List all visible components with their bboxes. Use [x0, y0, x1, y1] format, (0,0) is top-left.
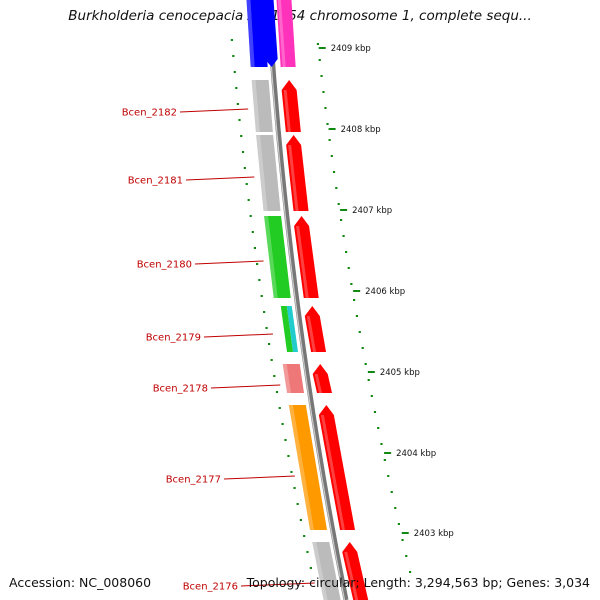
gene-Bcen_2182	[251, 80, 301, 132]
cog-block	[286, 306, 299, 352]
strand-arrow	[281, 80, 301, 132]
gene-Bcen_2179	[280, 306, 327, 352]
strand-arrow	[304, 306, 327, 352]
kbp-label: 2405 kbp	[380, 368, 420, 378]
backbone-highlight	[267, 26, 346, 600]
strand-shade	[320, 415, 346, 530]
kbp-label: 2407 kbp	[352, 206, 392, 216]
gene-label: Bcen_2177	[166, 475, 221, 486]
gene-Bcen_2181	[256, 135, 309, 211]
leader-line	[179, 108, 249, 113]
cog-shade	[312, 542, 328, 600]
cog-block	[256, 135, 281, 211]
gene-partial	[246, 0, 296, 67]
gene-label: Bcen_2182	[122, 108, 177, 119]
gene-Bcen_2176	[312, 542, 369, 600]
leader-line	[203, 333, 273, 338]
gene-label: Bcen_2181	[128, 176, 183, 187]
cog-shade	[256, 135, 268, 211]
cog-shade	[251, 80, 260, 132]
gene-label: Bcen_2178	[153, 384, 208, 395]
cog-block	[312, 542, 341, 600]
strand-arrow	[318, 405, 356, 530]
cog-block	[288, 405, 328, 530]
leader-line	[185, 176, 255, 181]
cog-block	[260, 0, 278, 67]
map-title: Burkholderia cenocepacia AU 1054 chromos…	[68, 8, 532, 24]
kbp-label: 2408 kbp	[341, 125, 381, 135]
cog-shade	[264, 216, 278, 298]
gene-label: Bcen_2180	[137, 260, 192, 271]
strand-shade	[283, 90, 291, 132]
cog-shade	[288, 405, 315, 530]
strand-shade	[296, 226, 309, 298]
strand-shade	[344, 552, 359, 600]
cog-shade	[246, 0, 255, 67]
kbp-label: 2409 kbp	[331, 44, 371, 54]
gene-Bcen_2178	[282, 364, 333, 393]
tick-track: 2409 kbp 2408 kbp 2407 kbp 2406 kbp 2405 kbp…	[230, 39, 454, 573]
strand-arrow	[294, 216, 319, 298]
cog-block	[264, 216, 291, 298]
leader-line	[240, 582, 315, 587]
strand-arrow	[312, 364, 333, 393]
cog-block	[282, 364, 305, 393]
strand-shade	[277, 0, 286, 67]
strand-arrow	[276, 0, 296, 67]
gene-Bcen_2180	[264, 216, 319, 298]
accession-text: Accession: NC_008060	[9, 575, 152, 590]
leader-line	[223, 475, 295, 480]
kbp-label: 2403 kbp	[414, 529, 454, 539]
kbp-label: 2406 kbp	[365, 287, 405, 297]
gene-labels: Bcen_2182 Bcen_2181 Bcen_2180 Bcen_2179 Bcen…	[122, 108, 315, 593]
strand-shade	[306, 316, 317, 352]
gene-Bcen_2177	[288, 405, 356, 530]
gene-track	[246, 0, 369, 600]
leader-line	[210, 384, 281, 389]
strand-shade	[314, 374, 323, 393]
strand-shade	[288, 145, 299, 211]
strand-arrow	[286, 135, 309, 211]
cog-block	[280, 306, 294, 352]
cog-block	[251, 80, 273, 132]
topology-text: Topology: circular; Length: 3,294,563 bp…	[246, 575, 590, 590]
gene-label: Bcen_2176	[183, 582, 238, 593]
cog-shade	[282, 364, 292, 393]
gene-label: Bcen_2179	[146, 333, 201, 344]
backbone-line	[267, 26, 349, 600]
chromosome-backbone	[267, 26, 349, 600]
kbp-label: 2404 kbp	[396, 449, 436, 459]
leader-line	[194, 260, 264, 265]
strand-arrow	[342, 542, 369, 600]
